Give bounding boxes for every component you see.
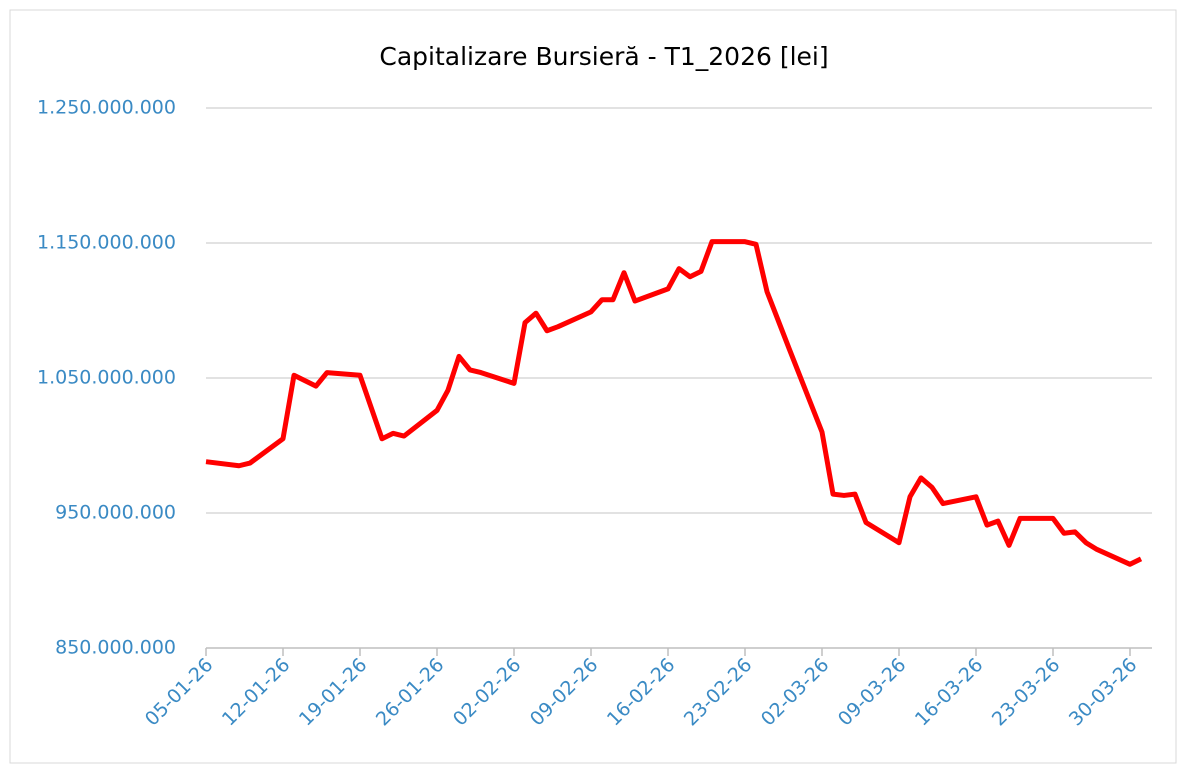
chart-frame [9,9,1177,764]
y-tick-label: 1.050.000.000 [37,367,176,389]
y-tick-label: 850.000.000 [55,637,176,659]
chart-title: Capitalizare Bursieră - T1_2026 [lei] [379,42,828,71]
data-line [205,239,1143,567]
y-tick-label: 1.150.000.000 [37,232,176,254]
y-tick-label: 1.250.000.000 [37,97,176,119]
y-tick-label: 950.000.000 [55,502,176,524]
